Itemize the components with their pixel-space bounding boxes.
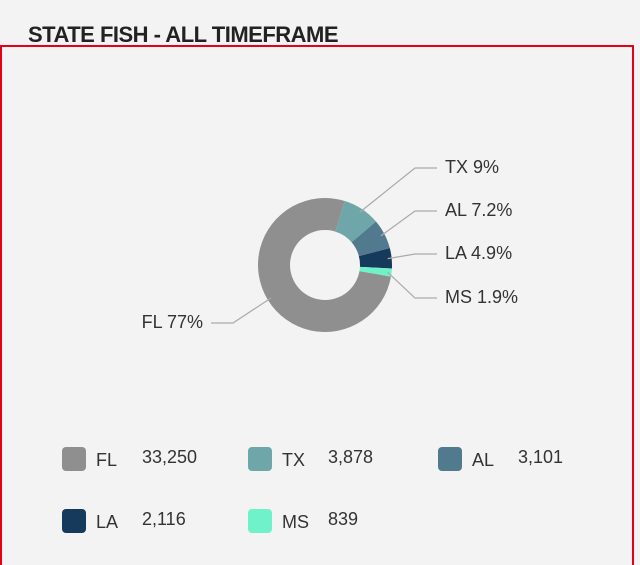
leader-line <box>211 297 272 324</box>
slice-label: FL 77% <box>142 312 203 332</box>
legend-swatch <box>248 509 272 533</box>
slice-label-percent: 77% <box>167 312 203 332</box>
legend-label: FL <box>96 450 117 470</box>
slice-label-name: TX <box>445 157 468 177</box>
legend-label: MS <box>282 512 309 532</box>
slice-label-percent: 1.9% <box>477 287 518 307</box>
leader-line <box>380 210 437 237</box>
slice-label: AL 7.2% <box>445 200 512 220</box>
slice-label: TX 9% <box>445 157 499 177</box>
legend-value: 839 <box>328 509 358 529</box>
donut-slice <box>257 198 391 332</box>
legend-value: 2,116 <box>142 509 186 529</box>
legend-label: AL <box>472 450 494 470</box>
legend-label: LA <box>96 512 118 532</box>
donut-slice <box>335 200 376 243</box>
slice-label: LA 4.9% <box>445 243 512 263</box>
slice-label-percent: 4.9% <box>471 243 512 263</box>
highlight-frame <box>0 45 634 565</box>
legend-label: TX <box>282 450 305 470</box>
panel-title: STATE FISH - ALL TIMEFRAME <box>28 22 339 47</box>
slice-label-name: AL <box>445 200 467 220</box>
legend-value: 33,250 <box>142 447 197 467</box>
legend-swatch <box>62 447 86 471</box>
donut-slice <box>351 221 390 257</box>
legend-swatch <box>438 447 462 471</box>
slice-label-name: LA <box>445 243 467 263</box>
slice-label-name: MS <box>445 287 472 307</box>
donut-slice <box>358 248 392 269</box>
legend-swatch <box>62 509 86 533</box>
slice-label-name: FL <box>142 312 163 332</box>
legend-value: 3,101 <box>518 447 563 467</box>
legend-swatch <box>248 447 272 471</box>
slice-label: MS 1.9% <box>445 287 518 307</box>
leader-line <box>387 253 437 260</box>
legend-value: 3,878 <box>328 447 373 467</box>
slice-label-percent: 7.2% <box>471 200 512 220</box>
slice-label-percent: 9% <box>473 157 499 177</box>
donut-slice <box>359 266 392 277</box>
leader-line <box>359 167 437 213</box>
leader-line <box>387 271 437 299</box>
